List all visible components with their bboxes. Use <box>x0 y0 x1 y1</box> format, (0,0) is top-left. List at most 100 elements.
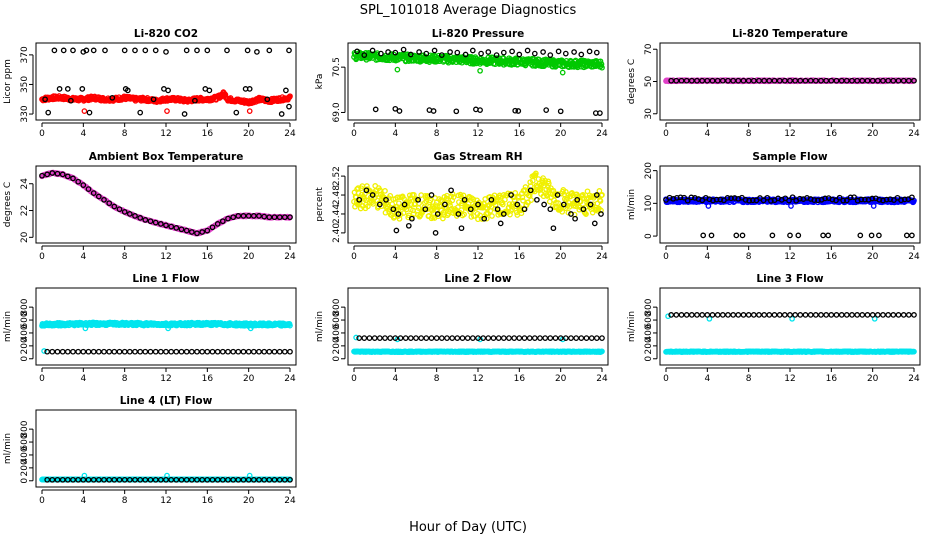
data-point <box>56 86 63 92</box>
data-point <box>547 335 554 341</box>
data-point <box>276 348 283 355</box>
data-point <box>583 335 590 341</box>
data-point <box>286 47 292 54</box>
data-point <box>694 312 700 318</box>
y-tick-label: 30 <box>644 108 654 120</box>
x-tick-label: 12 <box>160 374 171 384</box>
data-point <box>369 47 376 54</box>
data-point <box>121 348 128 355</box>
data-point <box>183 348 190 355</box>
data-point <box>266 47 273 54</box>
data-point <box>900 77 907 84</box>
x-tick-label: 8 <box>434 252 440 262</box>
data-point <box>142 348 149 355</box>
data-point <box>192 97 198 104</box>
data-point <box>150 96 157 103</box>
data-point <box>683 312 690 318</box>
y-tick-label: 50 <box>644 76 654 88</box>
x-tick-label: 0 <box>351 252 357 262</box>
data-point <box>42 96 48 103</box>
data-point <box>515 108 522 114</box>
data-point <box>90 348 97 355</box>
y-tick-label: 2.48 <box>332 185 342 205</box>
data-point <box>477 107 483 113</box>
y-axis-label: Licor ppm <box>3 59 13 104</box>
data-point <box>571 49 577 55</box>
data-point <box>165 87 171 94</box>
data-point <box>428 335 435 341</box>
data-point <box>586 48 593 55</box>
data-point <box>593 335 600 341</box>
data-point <box>870 203 877 209</box>
data-point <box>173 348 180 355</box>
data-point <box>485 335 492 341</box>
data-point <box>244 47 251 54</box>
data-point <box>178 348 185 355</box>
data-point <box>413 335 419 341</box>
data-point <box>188 348 195 355</box>
x-tick-label: 0 <box>351 374 357 384</box>
x-tick-label: 12 <box>160 129 171 139</box>
data-point <box>147 348 154 355</box>
data-point <box>857 232 864 239</box>
y-tick-label: 70.5 <box>332 57 342 77</box>
data-point <box>909 232 915 239</box>
data-point <box>524 47 531 54</box>
data-point <box>709 77 716 84</box>
data-point <box>512 107 519 114</box>
points-l2 <box>351 334 605 355</box>
data-point <box>559 69 566 76</box>
data-point <box>70 348 76 355</box>
data-point <box>820 232 826 239</box>
data-point <box>812 77 819 84</box>
data-point <box>578 335 585 341</box>
x-tick-label: 4 <box>392 129 398 139</box>
points-l1 <box>39 319 293 355</box>
data-point <box>90 47 97 54</box>
x-tick-label: 12 <box>472 252 483 262</box>
x-tick-label: 16 <box>514 374 526 384</box>
data-point <box>402 335 409 341</box>
data-point <box>869 77 876 84</box>
data-point <box>219 348 226 355</box>
points-ltemp <box>663 77 917 85</box>
data-point <box>868 232 875 239</box>
data-point <box>555 48 562 55</box>
data-point <box>568 335 574 341</box>
x-axis: 0 4 8 12 16 20 24 <box>351 122 608 139</box>
data-point <box>132 348 138 355</box>
data-point <box>204 348 211 355</box>
data-point <box>547 52 554 58</box>
data-point <box>393 227 400 234</box>
points-flow <box>663 194 917 239</box>
x-tick-label: 20 <box>243 129 255 139</box>
data-point <box>60 47 67 54</box>
data-point <box>168 348 175 355</box>
x-tick-label: 24 <box>596 252 608 262</box>
data-point <box>740 77 747 84</box>
data-point <box>459 335 466 341</box>
data-point <box>797 77 804 84</box>
y-tick-label: 800 <box>332 298 342 315</box>
data-point <box>376 335 383 341</box>
data-point <box>430 108 437 114</box>
data-point <box>70 47 76 54</box>
data-point <box>447 49 453 55</box>
y-axis-label: ml/min <box>627 189 637 220</box>
data-point <box>673 77 680 84</box>
data-point <box>121 47 128 54</box>
x-tick-label: 4 <box>392 374 398 384</box>
data-point <box>688 312 695 318</box>
data-point <box>183 47 190 54</box>
data-point <box>725 77 731 84</box>
x-tick-label: 16 <box>514 129 526 139</box>
y-axis-label: kPa <box>315 74 325 90</box>
x-tick-label: 24 <box>284 252 296 262</box>
data-point <box>683 77 690 84</box>
x-tick-label: 16 <box>514 252 526 262</box>
y-axis-label: percent <box>315 187 325 222</box>
data-point <box>874 77 881 84</box>
